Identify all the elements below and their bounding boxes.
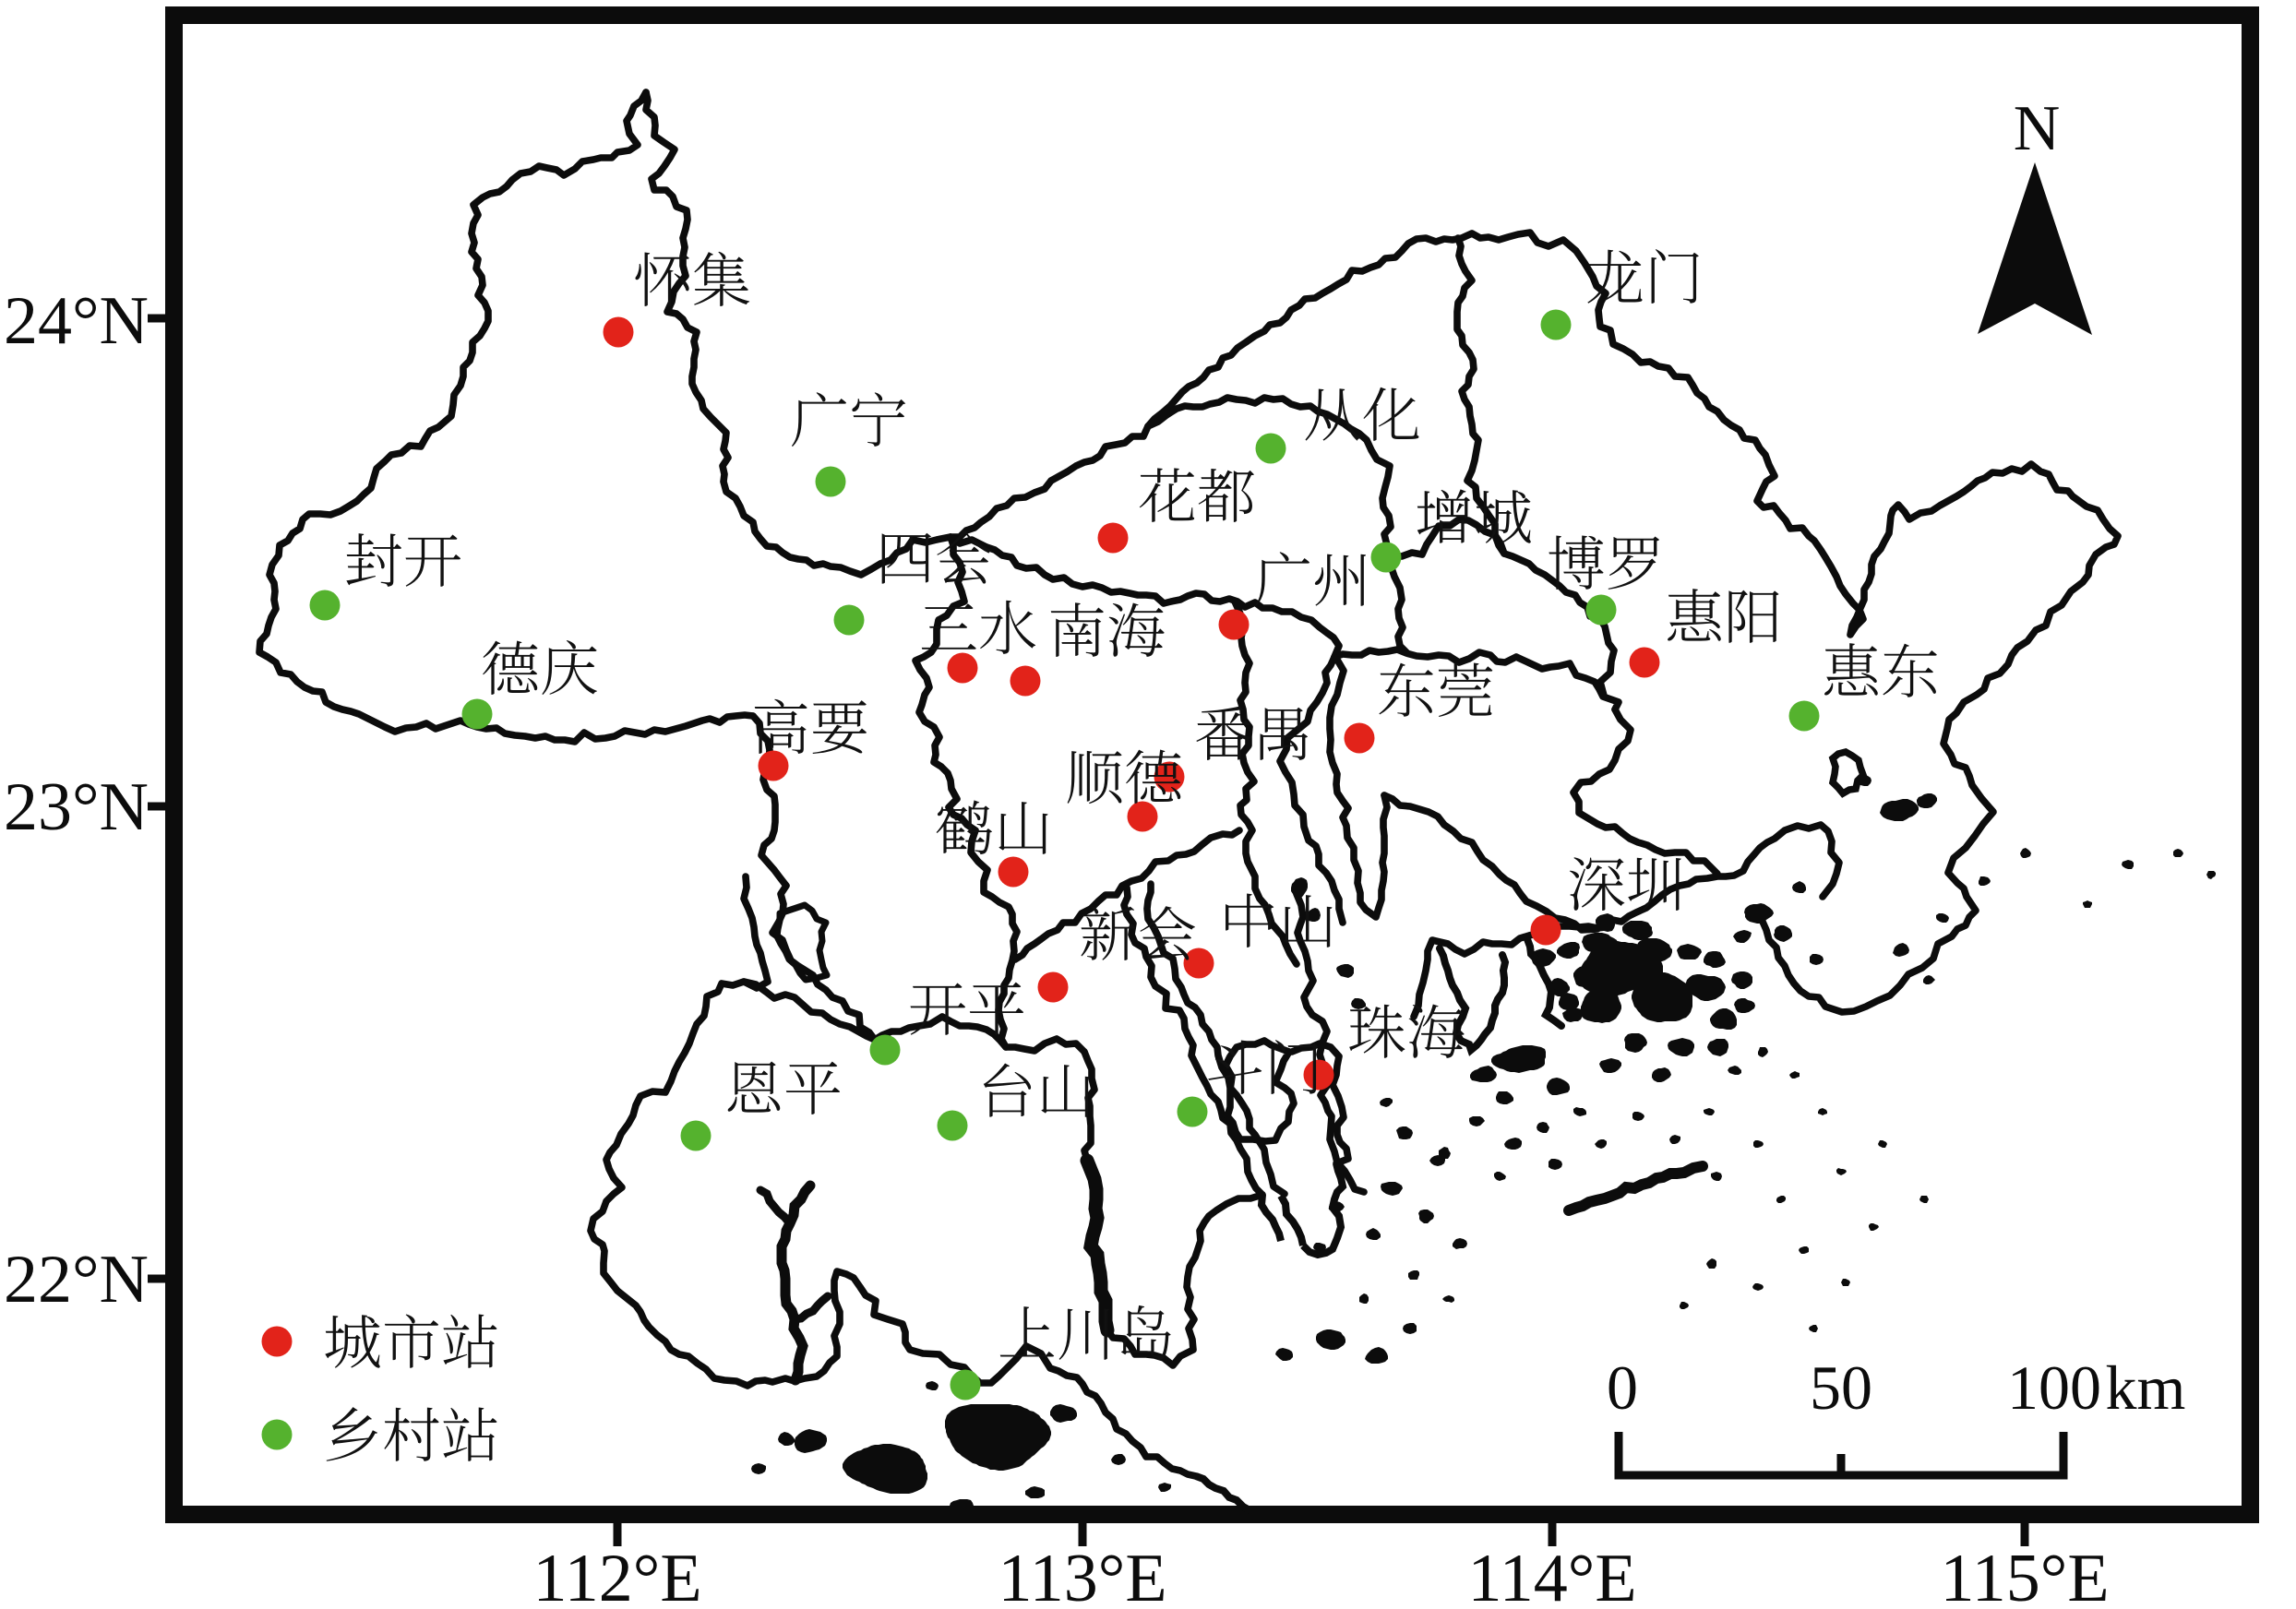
svg-text:23°N: 23°N — [4, 769, 149, 845]
svg-text:0: 0 — [1607, 1353, 1638, 1423]
svg-text:km: km — [2106, 1353, 2186, 1423]
svg-text:50: 50 — [1810, 1353, 1872, 1423]
svg-text:22°N: 22°N — [4, 1242, 149, 1317]
svg-text:100: 100 — [2007, 1353, 2101, 1423]
svg-text:24°N: 24°N — [4, 283, 149, 359]
svg-text:N: N — [2014, 93, 2061, 164]
svg-text:115°E: 115°E — [1940, 1541, 2109, 1609]
svg-text:114°E: 114°E — [1467, 1541, 1636, 1609]
svg-text:113°E: 113°E — [998, 1541, 1166, 1609]
svg-text:112°E: 112°E — [532, 1541, 701, 1609]
